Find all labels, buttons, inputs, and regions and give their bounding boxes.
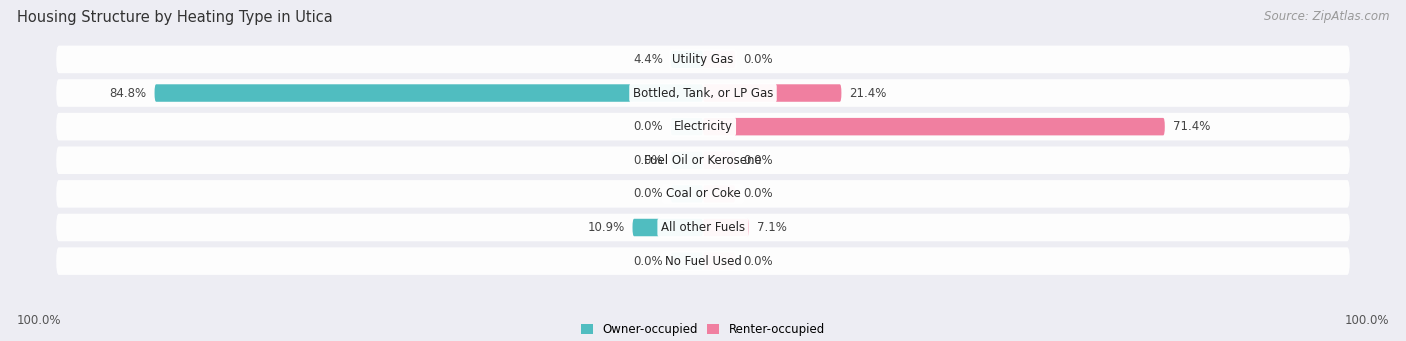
Text: 0.0%: 0.0% xyxy=(633,154,662,167)
Text: 0.0%: 0.0% xyxy=(744,188,773,201)
Text: All other Fuels: All other Fuels xyxy=(661,221,745,234)
FancyBboxPatch shape xyxy=(155,84,703,102)
Text: 0.0%: 0.0% xyxy=(744,154,773,167)
Text: 71.4%: 71.4% xyxy=(1173,120,1211,133)
FancyBboxPatch shape xyxy=(703,51,735,68)
Text: 84.8%: 84.8% xyxy=(110,87,146,100)
FancyBboxPatch shape xyxy=(56,46,1350,73)
FancyBboxPatch shape xyxy=(56,79,1350,107)
Text: Source: ZipAtlas.com: Source: ZipAtlas.com xyxy=(1264,10,1389,23)
Text: 21.4%: 21.4% xyxy=(849,87,887,100)
FancyBboxPatch shape xyxy=(671,51,703,68)
Text: 100.0%: 100.0% xyxy=(1344,314,1389,327)
FancyBboxPatch shape xyxy=(703,219,749,236)
FancyBboxPatch shape xyxy=(56,113,1350,140)
FancyBboxPatch shape xyxy=(703,84,841,102)
Text: 0.0%: 0.0% xyxy=(744,53,773,66)
FancyBboxPatch shape xyxy=(703,118,1164,135)
FancyBboxPatch shape xyxy=(703,151,735,169)
FancyBboxPatch shape xyxy=(56,214,1350,241)
Text: 100.0%: 100.0% xyxy=(17,314,62,327)
Text: Electricity: Electricity xyxy=(673,120,733,133)
Text: Fuel Oil or Kerosene: Fuel Oil or Kerosene xyxy=(644,154,762,167)
FancyBboxPatch shape xyxy=(671,252,703,270)
FancyBboxPatch shape xyxy=(671,118,703,135)
FancyBboxPatch shape xyxy=(56,180,1350,208)
Text: Coal or Coke: Coal or Coke xyxy=(665,188,741,201)
FancyBboxPatch shape xyxy=(703,185,735,203)
FancyBboxPatch shape xyxy=(671,185,703,203)
Text: 10.9%: 10.9% xyxy=(588,221,624,234)
Text: Housing Structure by Heating Type in Utica: Housing Structure by Heating Type in Uti… xyxy=(17,10,333,25)
FancyBboxPatch shape xyxy=(671,151,703,169)
Text: Utility Gas: Utility Gas xyxy=(672,53,734,66)
Legend: Owner-occupied, Renter-occupied: Owner-occupied, Renter-occupied xyxy=(576,318,830,341)
Text: Bottled, Tank, or LP Gas: Bottled, Tank, or LP Gas xyxy=(633,87,773,100)
Text: No Fuel Used: No Fuel Used xyxy=(665,255,741,268)
Text: 7.1%: 7.1% xyxy=(756,221,786,234)
Text: 4.4%: 4.4% xyxy=(633,53,662,66)
FancyBboxPatch shape xyxy=(633,219,703,236)
Text: 0.0%: 0.0% xyxy=(633,120,662,133)
Text: 0.0%: 0.0% xyxy=(744,255,773,268)
Text: 0.0%: 0.0% xyxy=(633,255,662,268)
FancyBboxPatch shape xyxy=(56,147,1350,174)
Text: 0.0%: 0.0% xyxy=(633,188,662,201)
FancyBboxPatch shape xyxy=(56,247,1350,275)
FancyBboxPatch shape xyxy=(703,252,735,270)
